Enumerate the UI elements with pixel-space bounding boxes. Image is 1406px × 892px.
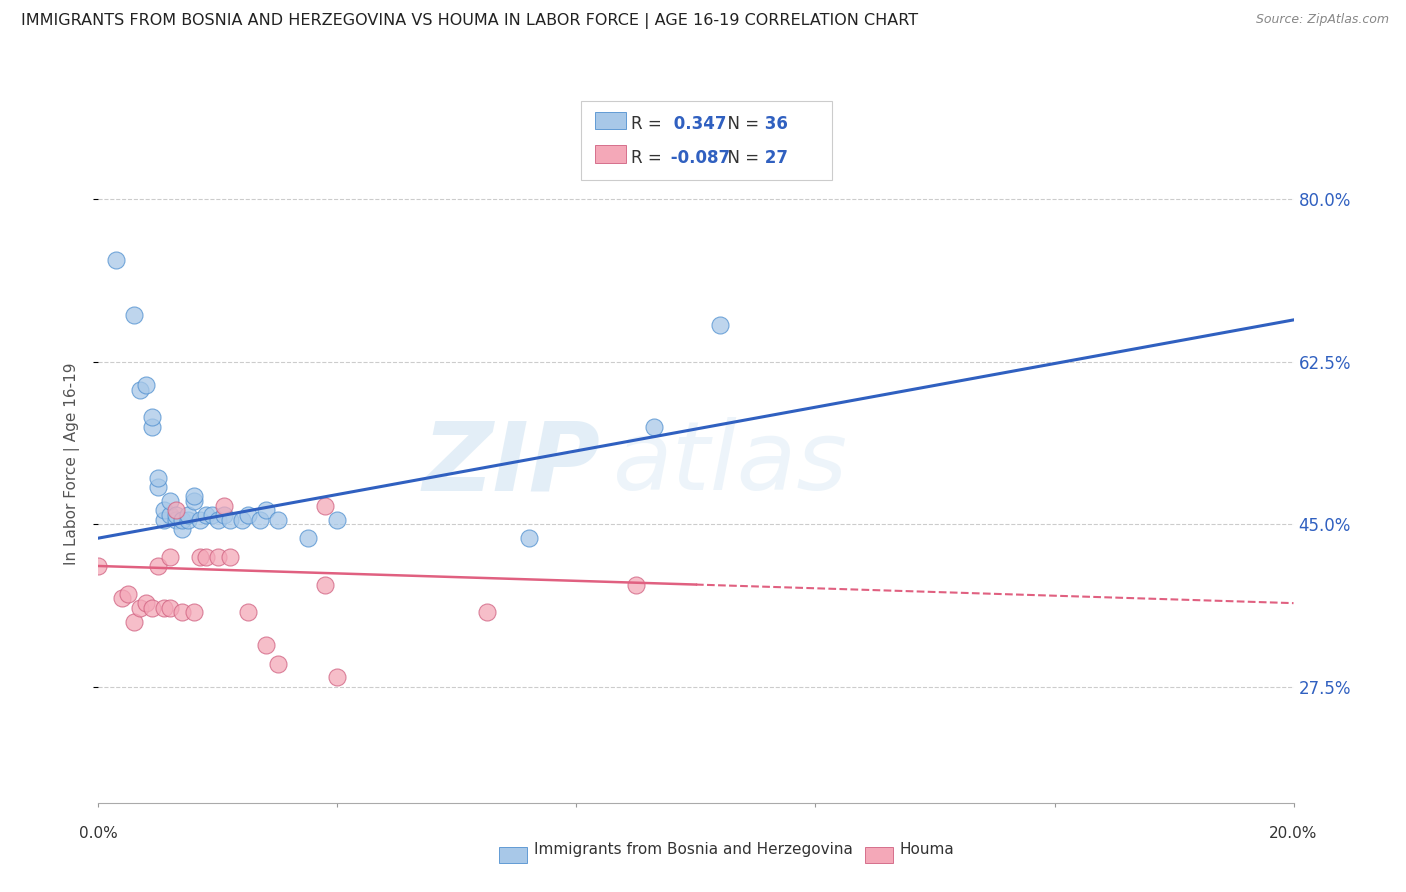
Point <box>188 549 211 564</box>
Point <box>172 512 194 526</box>
Point <box>326 670 349 684</box>
Point <box>141 410 163 425</box>
Y-axis label: In Labor Force | Age 16-19: In Labor Force | Age 16-19 <box>65 362 80 566</box>
Point <box>475 606 498 620</box>
Point <box>267 512 290 526</box>
Point <box>141 419 163 434</box>
Point <box>183 489 205 503</box>
Point <box>159 494 181 508</box>
Point <box>315 499 337 513</box>
Point <box>195 508 218 522</box>
Point <box>643 419 665 434</box>
Point <box>709 318 731 332</box>
Point <box>201 508 224 522</box>
Text: 36: 36 <box>759 115 789 133</box>
Text: R =: R = <box>631 149 662 167</box>
Text: Houma: Houma <box>900 842 955 856</box>
Text: Source: ZipAtlas.com: Source: ZipAtlas.com <box>1256 13 1389 27</box>
Point <box>326 512 349 526</box>
Point <box>105 252 128 267</box>
Point <box>183 606 205 620</box>
Text: 27: 27 <box>759 149 789 167</box>
Point <box>129 600 152 615</box>
Point <box>315 577 337 591</box>
Point <box>249 512 271 526</box>
Point <box>231 512 253 526</box>
Point <box>135 378 157 392</box>
Point <box>172 522 194 536</box>
Point <box>236 606 259 620</box>
Point <box>165 512 187 526</box>
Point <box>117 587 139 601</box>
Point <box>165 503 187 517</box>
Point <box>148 471 170 485</box>
Text: N =: N = <box>717 115 759 133</box>
Point <box>177 508 200 522</box>
Point <box>212 508 235 522</box>
Point <box>153 512 176 526</box>
Point <box>236 508 259 522</box>
Text: 0.347: 0.347 <box>668 115 727 133</box>
Point <box>87 559 110 574</box>
Text: 20.0%: 20.0% <box>1270 826 1317 841</box>
Point <box>219 549 242 564</box>
Point <box>188 512 211 526</box>
Text: IMMIGRANTS FROM BOSNIA AND HERZEGOVINA VS HOUMA IN LABOR FORCE | AGE 16-19 CORRE: IMMIGRANTS FROM BOSNIA AND HERZEGOVINA V… <box>21 13 918 29</box>
Point <box>129 383 152 397</box>
Point <box>148 480 170 494</box>
Point <box>148 559 170 574</box>
Point <box>195 549 218 564</box>
Point <box>207 512 229 526</box>
Point <box>111 591 134 606</box>
Point <box>124 308 146 322</box>
Text: N =: N = <box>717 149 759 167</box>
Point <box>124 615 146 629</box>
Point <box>153 503 176 517</box>
Point <box>517 531 540 545</box>
Point <box>159 600 181 615</box>
Point <box>212 499 235 513</box>
Text: 0.0%: 0.0% <box>79 826 118 841</box>
Point <box>159 549 181 564</box>
Point <box>297 531 319 545</box>
Point <box>141 600 163 615</box>
Point <box>159 508 181 522</box>
Text: ZIP: ZIP <box>422 417 600 510</box>
Text: atlas: atlas <box>613 417 848 510</box>
Point <box>172 606 194 620</box>
Point <box>219 512 242 526</box>
Point <box>254 503 277 517</box>
Text: R =: R = <box>631 115 662 133</box>
Point <box>183 494 205 508</box>
Point <box>135 596 157 610</box>
Point <box>177 512 200 526</box>
Text: Immigrants from Bosnia and Herzegovina: Immigrants from Bosnia and Herzegovina <box>534 842 853 856</box>
Point <box>153 600 176 615</box>
Point <box>267 657 290 671</box>
Point <box>254 638 277 652</box>
Point <box>626 577 648 591</box>
Text: -0.087: -0.087 <box>665 149 730 167</box>
Point <box>207 549 229 564</box>
Point <box>165 508 187 522</box>
